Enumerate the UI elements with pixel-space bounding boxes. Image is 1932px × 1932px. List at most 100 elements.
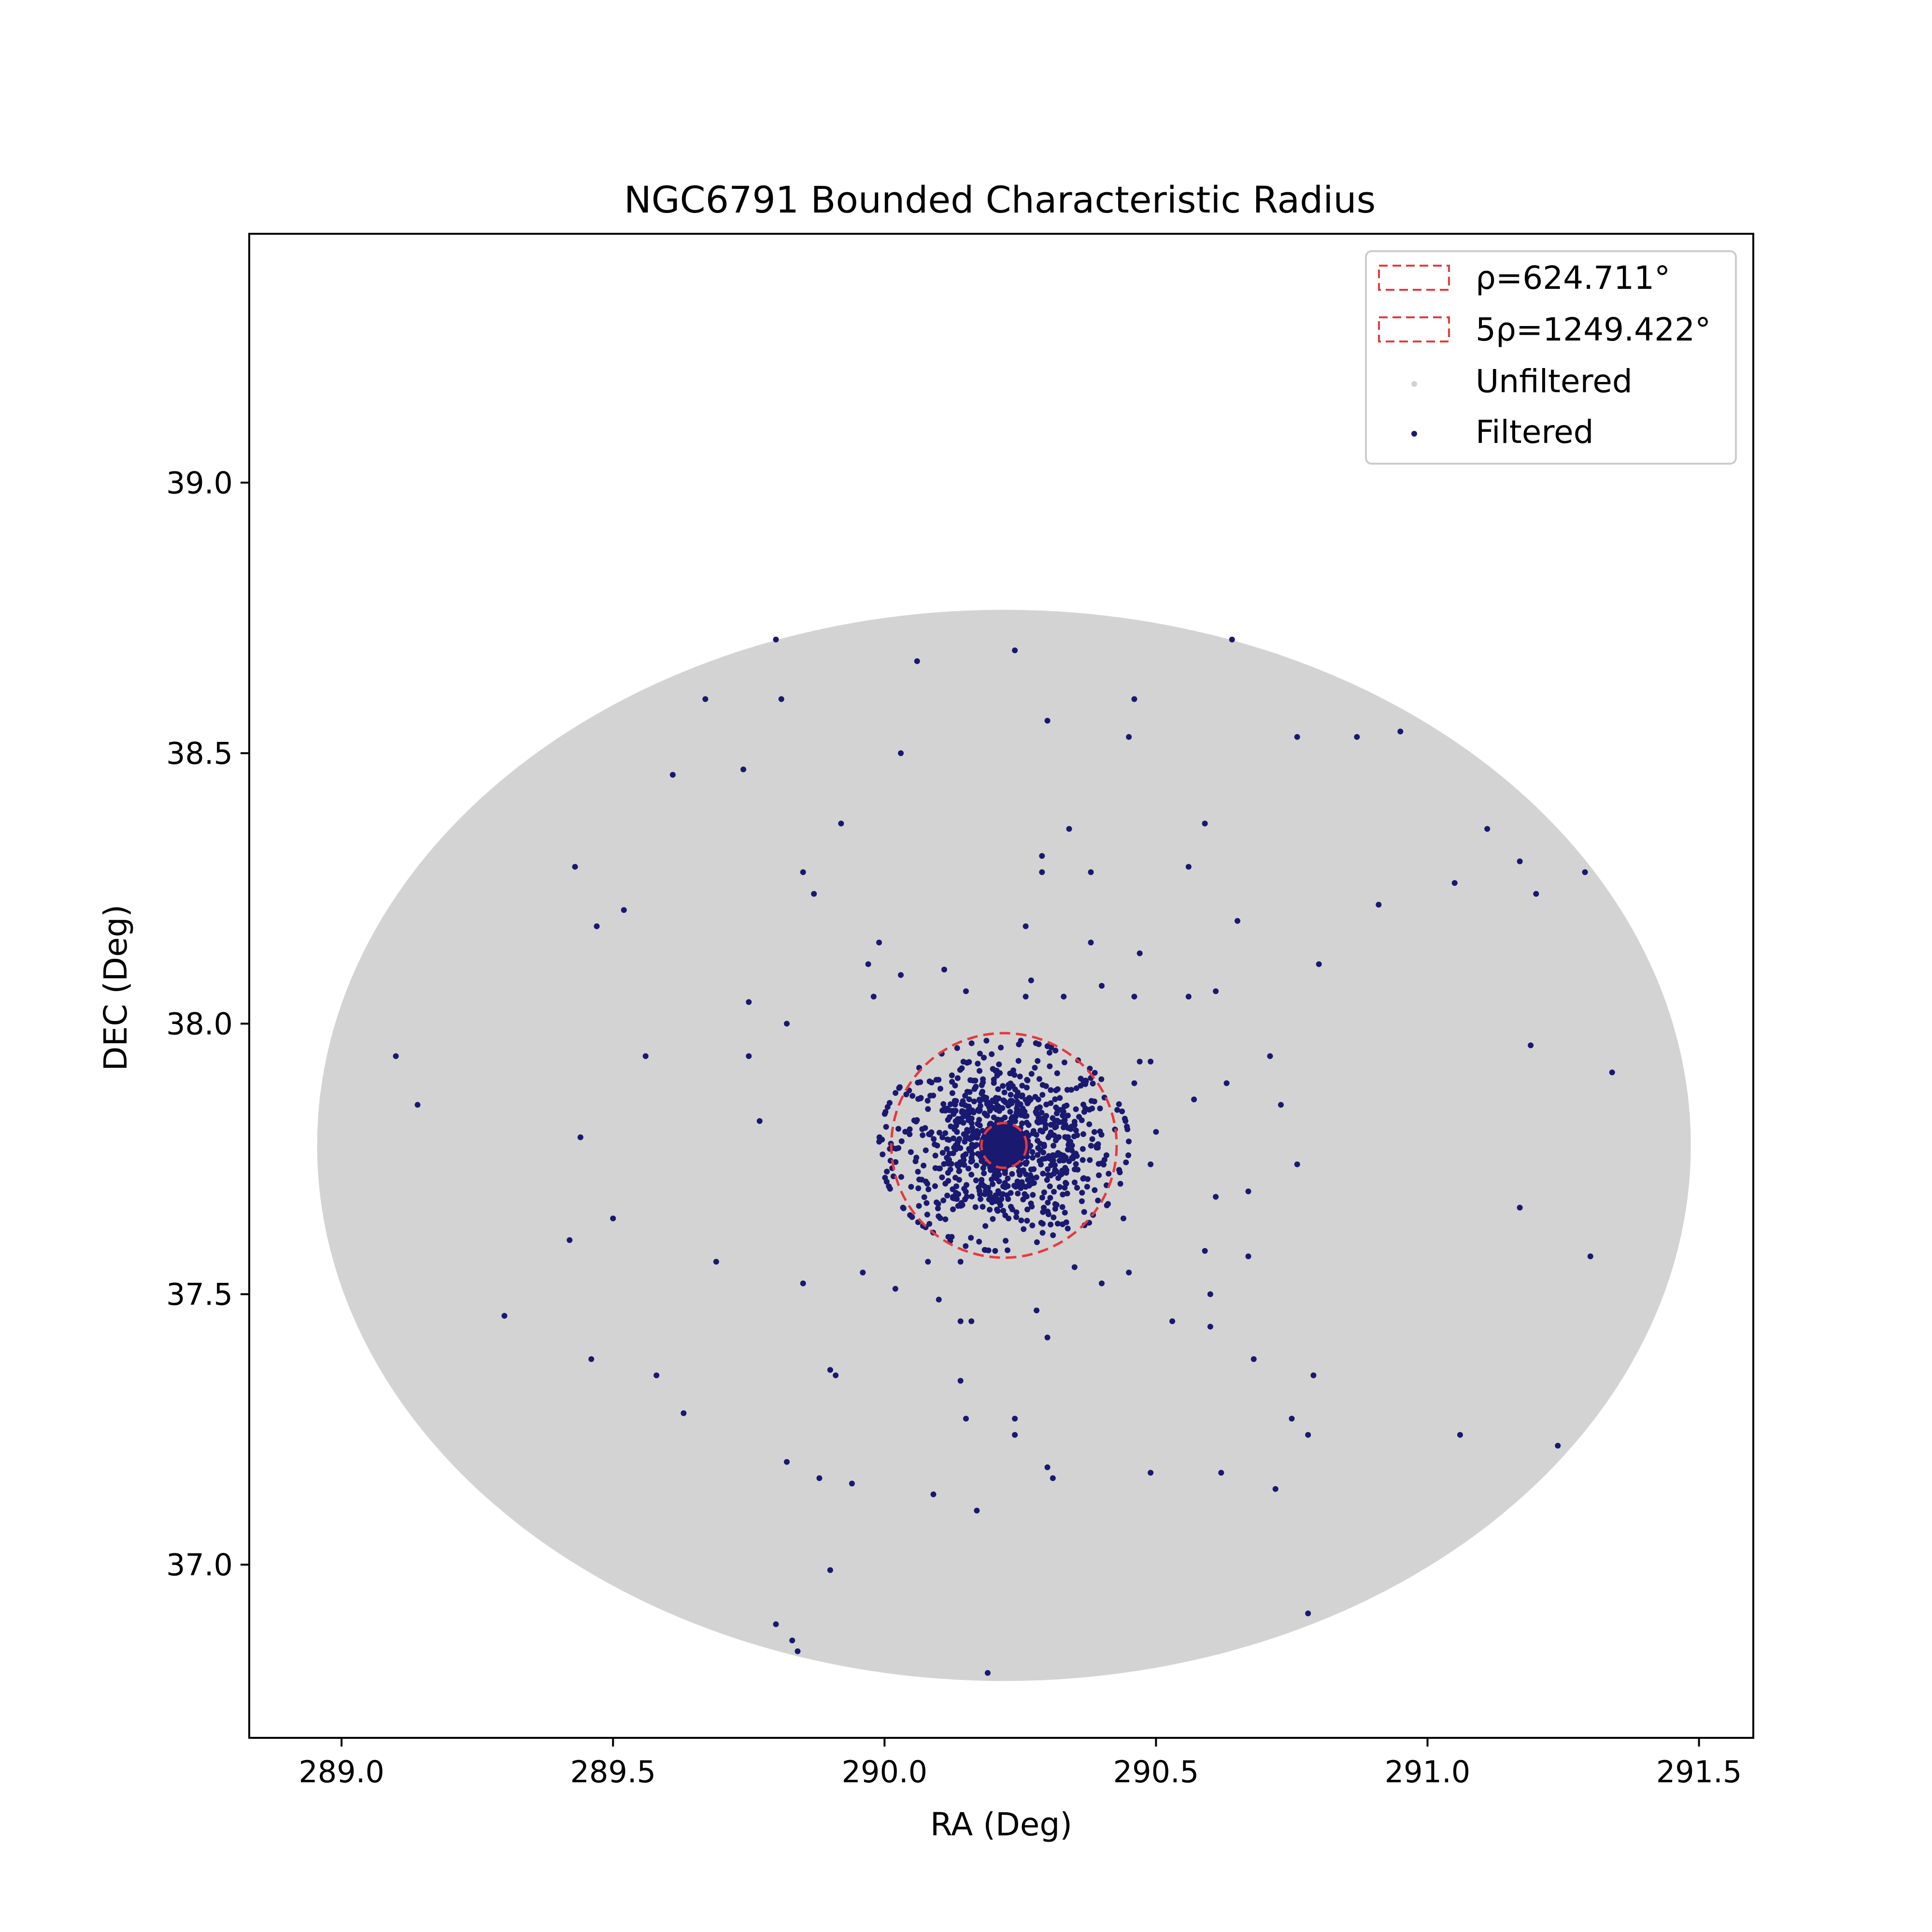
filtered-point — [1064, 1190, 1070, 1196]
filtered-point — [1185, 864, 1192, 870]
filtered-point — [1088, 939, 1094, 946]
filtered-point — [1023, 1171, 1029, 1178]
filtered-point — [944, 1146, 950, 1152]
filtered-point — [980, 1076, 986, 1082]
filtered-point — [1030, 1128, 1037, 1134]
filtered-point — [922, 1125, 928, 1131]
filtered-point — [1517, 1205, 1523, 1211]
filtered-point — [1148, 1058, 1154, 1065]
filtered-point — [1114, 1107, 1121, 1113]
filtered-point — [920, 1132, 926, 1138]
filtered-point — [989, 1176, 995, 1182]
filtered-point — [1354, 734, 1360, 740]
filtered-point — [909, 1214, 915, 1220]
y-tick-label: 37.0 — [166, 1548, 233, 1583]
legend-marker-unfiltered — [1411, 381, 1417, 387]
filtered-point — [1305, 1610, 1311, 1617]
filtered-point — [669, 772, 676, 778]
filtered-point — [1080, 1175, 1087, 1181]
filtered-point — [968, 1040, 975, 1046]
filtered-point — [966, 1096, 972, 1103]
filtered-point — [1000, 1097, 1007, 1104]
filtered-point — [1213, 988, 1219, 994]
filtered-point — [958, 1200, 965, 1206]
filtered-point — [968, 1120, 975, 1126]
filtered-point — [860, 1269, 866, 1276]
filtered-point — [1041, 1205, 1047, 1211]
filtered-point — [1045, 1211, 1051, 1218]
filtered-point — [1023, 1084, 1030, 1091]
filtered-point — [915, 1096, 922, 1102]
filtered-point — [1028, 977, 1034, 983]
filtered-point — [995, 1086, 1001, 1092]
filtered-point — [1126, 734, 1132, 740]
filtered-point — [1008, 1204, 1014, 1210]
filtered-point — [895, 1125, 902, 1132]
filtered-point — [1017, 1073, 1023, 1080]
filtered-point — [1051, 1143, 1057, 1149]
filtered-point — [936, 1296, 942, 1303]
filtered-point — [1044, 1335, 1051, 1341]
filtered-point — [1071, 1179, 1078, 1186]
filtered-point — [1024, 1218, 1030, 1224]
filtered-point — [1021, 1226, 1027, 1232]
filtered-point — [959, 1101, 965, 1107]
filtered-point — [1316, 961, 1322, 967]
filtered-point — [1116, 1101, 1122, 1108]
filtered-point — [939, 1150, 946, 1156]
filtered-point — [1004, 1247, 1010, 1253]
filtered-point — [1053, 1123, 1059, 1130]
legend-label-rho: ρ=624.711° — [1476, 259, 1670, 297]
filtered-point — [898, 1138, 905, 1144]
filtered-point — [925, 1259, 931, 1265]
filtered-point — [1098, 1280, 1105, 1287]
filtered-point — [827, 1367, 833, 1373]
filtered-point — [936, 1213, 942, 1220]
filtered-point — [987, 1108, 993, 1114]
filtered-point — [1019, 1179, 1025, 1185]
filtered-point — [1082, 1081, 1089, 1087]
filtered-point — [994, 1107, 1000, 1113]
filtered-point — [1397, 728, 1404, 735]
filtered-point — [976, 1117, 982, 1123]
filtered-point — [1088, 1143, 1094, 1149]
filtered-point — [1031, 1180, 1037, 1186]
filtered-point — [1016, 1168, 1022, 1175]
filtered-point — [968, 1171, 975, 1178]
filtered-point — [393, 1053, 399, 1059]
filtered-point — [1153, 1129, 1159, 1135]
filtered-point — [1030, 1192, 1036, 1198]
filtered-point — [966, 1165, 972, 1172]
filtered-point — [1080, 1131, 1086, 1137]
filtered-point — [1053, 1110, 1060, 1117]
filtered-point — [963, 1416, 969, 1422]
filtered-point — [923, 1179, 929, 1185]
filtered-point — [1027, 1172, 1034, 1179]
filtered-point — [1126, 1269, 1132, 1276]
filtered-point — [1051, 1189, 1057, 1195]
filtered-point — [1071, 1133, 1077, 1139]
filtered-point — [963, 1189, 969, 1195]
filtered-point — [681, 1410, 687, 1416]
filtered-point — [944, 1106, 950, 1112]
filtered-point — [992, 1248, 998, 1254]
filtered-point — [1035, 1152, 1041, 1158]
filtered-point — [1039, 1230, 1046, 1236]
filtered-point — [1100, 1162, 1107, 1168]
filtered-point — [914, 658, 920, 664]
filtered-point — [988, 1100, 994, 1106]
filtered-point — [1528, 1042, 1534, 1049]
filtered-point — [1024, 1207, 1030, 1213]
filtered-point — [1609, 1069, 1615, 1076]
filtered-point — [947, 1101, 953, 1108]
filtered-point — [1018, 1037, 1024, 1044]
filtered-point — [1051, 1214, 1057, 1221]
filtered-point — [1091, 1129, 1097, 1135]
filtered-point — [1229, 637, 1235, 643]
filtered-point — [1009, 1171, 1015, 1177]
filtered-point — [1124, 1126, 1131, 1133]
filtered-point — [951, 1145, 957, 1151]
filtered-point — [1250, 1356, 1257, 1362]
filtered-point — [961, 1162, 967, 1168]
filtered-point — [653, 1372, 660, 1378]
